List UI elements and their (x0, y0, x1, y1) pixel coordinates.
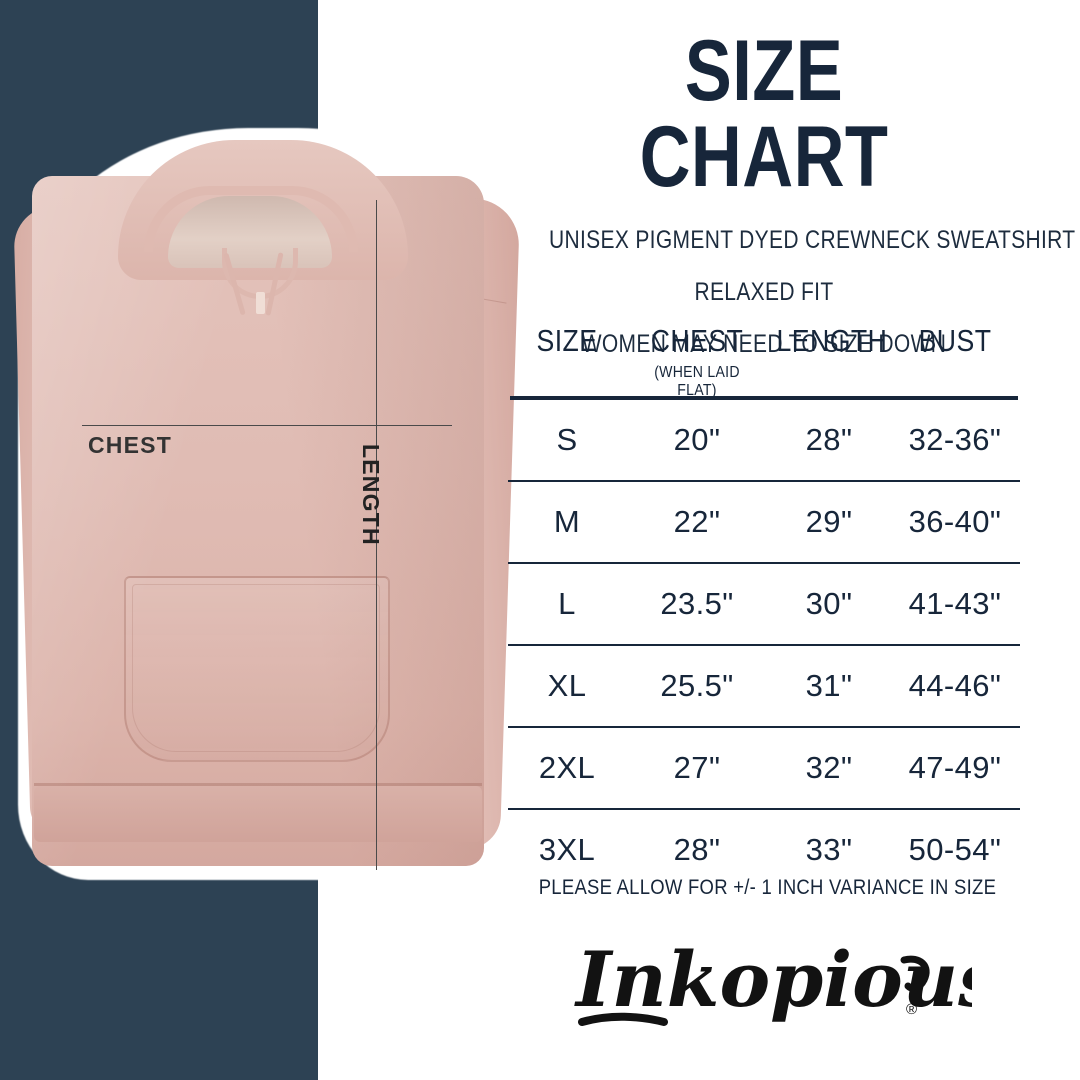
table-header-rule (510, 396, 1018, 400)
cell-bust: 32-36" (908, 422, 1002, 457)
subheader-spacer-left (515, 364, 619, 400)
subtitle-sizing-advice: WOMEN MAY NEED TO SIZE DOWN (581, 330, 947, 358)
chest-measurement-label: CHEST (88, 432, 172, 458)
table-header-row: SIZE CHEST LENGTH BUST (508, 318, 1020, 364)
cell-length: 33" (768, 808, 890, 890)
subheader-spacer-length (775, 364, 882, 400)
cell-chest: 22" (626, 480, 768, 563)
cell-size: 2XL (508, 726, 626, 809)
chest-measurement-line (82, 425, 452, 426)
product-photo: CHEST LENGTH (0, 0, 521, 1080)
length-measurement-label: LENGTH (358, 444, 384, 546)
table-row: S 20" 28" 32-36" (508, 400, 1020, 481)
subheader-spacer-bust (898, 364, 1012, 400)
sweatshirt-collar (144, 186, 358, 252)
table-subheader-row: (WHEN LAID FLAT) (508, 364, 1020, 400)
cell-size: 3XL (508, 808, 626, 890)
cell-length: 31" (768, 644, 890, 727)
cell-length: 28" (805, 422, 853, 457)
cell-chest: 23.5" (626, 562, 768, 645)
subtitle-fit: RELAXED FIT (694, 278, 834, 306)
cell-bust: 47-49" (890, 726, 1020, 809)
cell-chest: 25.5" (626, 644, 768, 727)
cell-length: 32" (768, 726, 890, 809)
table-row: 2XL 27" 32" 47-49" (508, 726, 1020, 809)
table-row: M 22" 29" 36-40" (508, 480, 1020, 563)
table-row: 3XL 28" 33" 50-54" (508, 808, 1020, 890)
column-header-chest: CHEST (650, 323, 744, 358)
size-chart-column: SIZE CHART UNISEX PIGMENT DYED CREWNECK … (508, 0, 1076, 1080)
brand-underline-stroke-icon (578, 1012, 668, 1026)
cell-bust: 44-46" (890, 644, 1020, 727)
cell-bust: 50-54" (890, 808, 1020, 890)
cell-size: M (508, 480, 626, 563)
column-header-size: SIZE (536, 323, 598, 358)
cell-chest: 27" (626, 726, 768, 809)
cell-length: 29" (768, 480, 890, 563)
page-title: SIZE CHART (639, 23, 889, 205)
table-header: SIZE CHEST LENGTH BUST (WHEN LAID FLAT) (508, 318, 1020, 400)
table-row: XL 25.5" 31" 44-46" (508, 644, 1020, 727)
cell-chest: 28" (626, 808, 768, 890)
kangaroo-pocket-stitching (132, 584, 380, 752)
size-table: SIZE CHEST LENGTH BUST (WHEN LAID FLAT) … (508, 318, 1020, 890)
drawstring-aglet (256, 292, 265, 314)
table-body: S 20" 28" 32-36" M 22" 29" 36-40" L 23.5… (508, 400, 1020, 890)
cell-size: L (508, 562, 626, 645)
table-row: L 23.5" 30" 41-43" (508, 562, 1020, 645)
column-header-bust: BUST (918, 323, 992, 358)
cell-chest: 20" (673, 422, 721, 457)
cell-bust: 41-43" (890, 562, 1020, 645)
cell-length: 30" (768, 562, 890, 645)
variance-note: PLEASE ALLOW FOR +/- 1 INCH VARIANCE IN … (538, 876, 997, 899)
brand-wordmark: Inkopious (574, 935, 972, 1024)
column-header-length: LENGTH (776, 323, 888, 358)
sweatshirt-hem (34, 783, 482, 842)
brand-flourish-icon (900, 955, 930, 992)
length-measurement-line (376, 200, 377, 870)
subtitle-product: UNISEX PIGMENT DYED CREWNECK SWEATSHIRT (548, 226, 1076, 254)
brand-logo: Inkopious ® (552, 926, 972, 1034)
cell-bust: 36-40" (890, 480, 1020, 563)
registered-mark: ® (906, 1001, 917, 1018)
chest-laid-flat-note: (WHEN LAID FLAT) (654, 364, 740, 399)
cell-size: S (556, 422, 578, 457)
cell-size: XL (508, 644, 626, 727)
